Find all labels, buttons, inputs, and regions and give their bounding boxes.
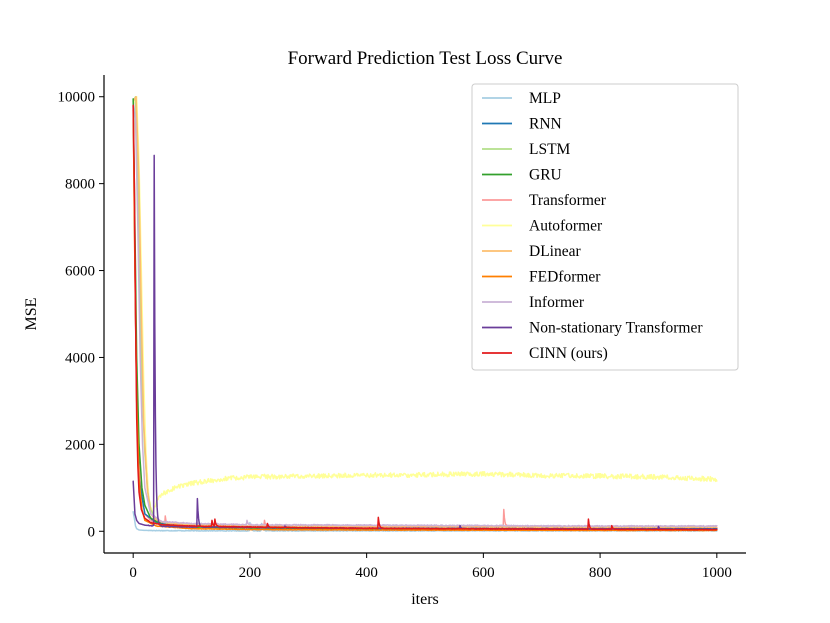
legend-label-rnn: RNN — [529, 116, 562, 133]
legend-label-transformer: Transformer — [529, 192, 607, 209]
y-tick-label: 8000 — [65, 177, 95, 193]
x-tick-label: 200 — [239, 565, 262, 581]
legend-items: MLP RNN LSTM GRU Transformer Autoformer DLinea… — [482, 90, 703, 362]
series-line-informer — [132, 100, 718, 528]
legend-label-fedformer: FEDformer — [529, 269, 601, 286]
legend-label-autoformer: Autoformer — [529, 218, 603, 235]
series-line-autoformer — [132, 95, 718, 513]
series-line-dlinear — [132, 95, 718, 529]
legend: MLP RNN LSTM GRU Transformer Autoformer DLinea… — [471, 83, 739, 371]
legend-frame — [471, 83, 739, 371]
series-line-cinn-ours — [132, 104, 718, 531]
x-axis-label: iters — [411, 591, 439, 608]
legend-label-mlp: MLP — [529, 90, 561, 107]
series-layer — [132, 95, 718, 532]
legend-label-non-stationary-transformer: Non-stationary Transformer — [529, 320, 703, 337]
x-ticks: 0 200 400 600 800 1000 — [129, 553, 732, 581]
y-tick-label: 0 — [88, 524, 96, 540]
y-ticks: 0 2000 4000 6000 8000 10000 — [58, 90, 104, 540]
legend-label-gru: GRU — [529, 167, 562, 184]
y-axis-label: MSE — [23, 298, 40, 331]
legend-label-cinn-ours: CINN (ours) — [529, 345, 608, 362]
x-tick-label: 0 — [129, 565, 137, 581]
x-tick-label: 800 — [589, 565, 612, 581]
x-tick-label: 400 — [355, 565, 378, 581]
x-tick-label: 600 — [472, 565, 495, 581]
y-tick-label: 6000 — [65, 264, 95, 280]
chart-title: Forward Prediction Test Loss Curve — [288, 48, 563, 69]
legend-label-lstm: LSTM — [529, 141, 571, 158]
legend-label-informer: Informer — [529, 294, 585, 311]
y-tick-label: 2000 — [65, 437, 95, 453]
x-tick-label: 1000 — [702, 565, 732, 581]
legend-label-dlinear: DLinear — [529, 243, 581, 260]
y-tick-label: 10000 — [58, 90, 96, 106]
series-line-fedformer — [132, 109, 718, 532]
y-tick-label: 4000 — [65, 350, 95, 366]
